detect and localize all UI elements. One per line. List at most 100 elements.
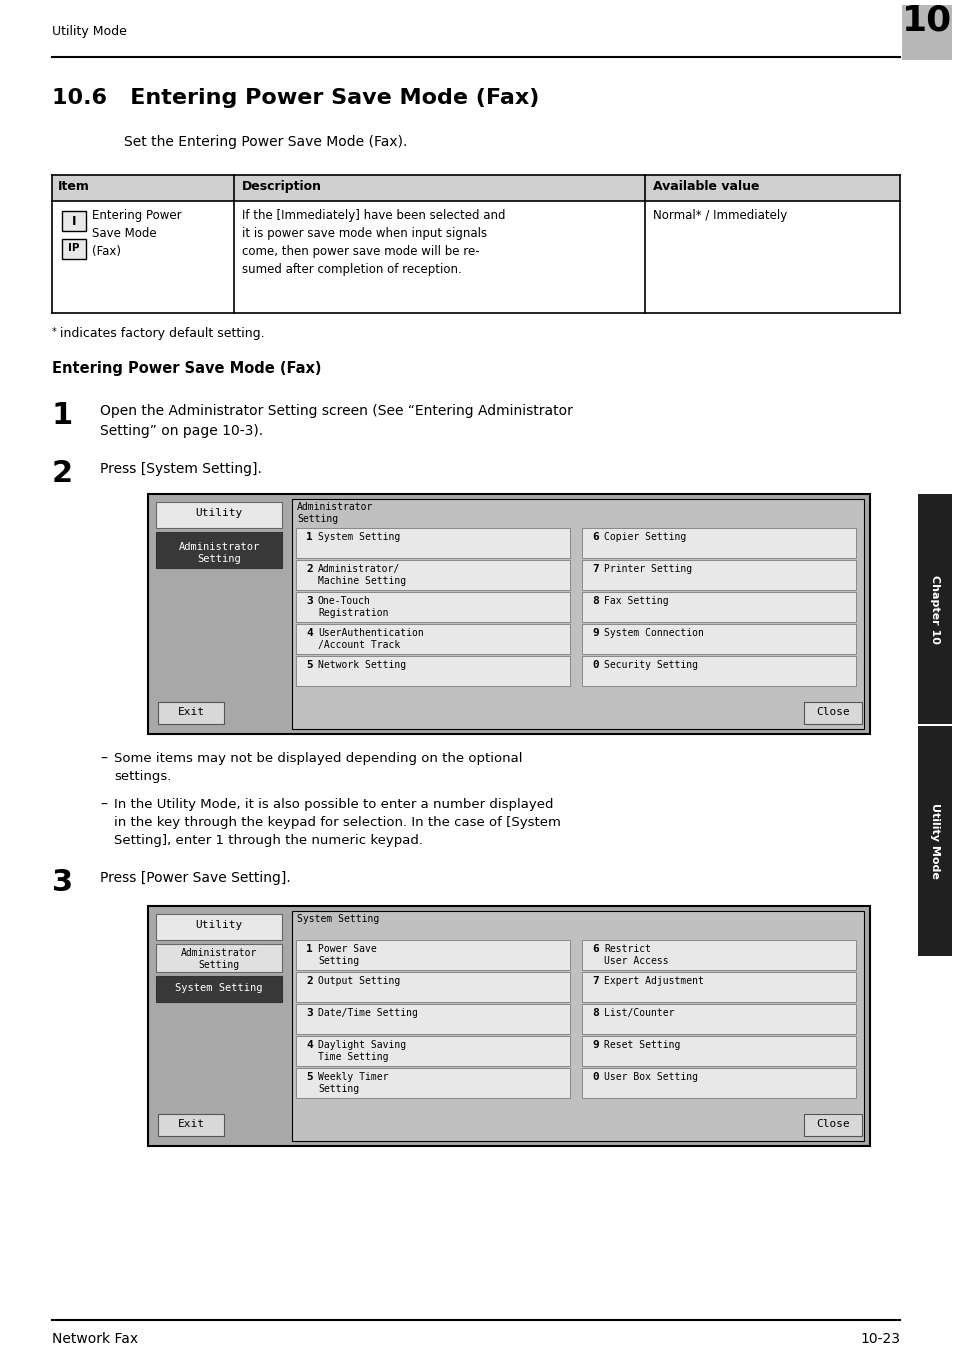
Bar	[803, 702, 862, 725]
Bar	[52, 174, 899, 201]
Text: I: I	[71, 215, 76, 228]
Text: 1: 1	[306, 531, 313, 542]
Bar	[158, 1114, 224, 1136]
Text: Utility Mode: Utility Mode	[929, 803, 939, 879]
Bar	[581, 560, 855, 589]
Text: 10: 10	[901, 4, 951, 38]
Bar	[581, 972, 855, 1002]
Text: indicates factory default setting.: indicates factory default setting.	[60, 327, 264, 339]
Bar	[295, 560, 569, 589]
Bar	[156, 944, 282, 972]
Text: Output Setting: Output Setting	[317, 976, 400, 986]
Text: 0: 0	[592, 1072, 598, 1082]
Text: 1: 1	[306, 944, 313, 955]
Bar	[581, 940, 855, 969]
Text: Reset Setting: Reset Setting	[603, 1040, 679, 1051]
Bar	[295, 592, 569, 622]
Bar	[295, 529, 569, 558]
Text: Expert Adjustment: Expert Adjustment	[603, 976, 703, 986]
Bar	[581, 529, 855, 558]
Text: Exit: Exit	[177, 1119, 204, 1129]
Bar	[581, 656, 855, 685]
Text: Daylight Saving
Time Setting: Daylight Saving Time Setting	[317, 1040, 406, 1061]
Text: Chapter 10: Chapter 10	[929, 575, 939, 644]
Text: Entering Power
Save Mode
(Fax): Entering Power Save Mode (Fax)	[91, 210, 181, 258]
Text: 5: 5	[306, 1072, 313, 1082]
Text: 5: 5	[306, 660, 313, 671]
Bar	[153, 499, 284, 729]
Text: Close: Close	[815, 707, 849, 717]
Text: 1: 1	[52, 402, 73, 430]
Text: 8: 8	[592, 1009, 598, 1018]
Text: Power Save
Setting: Power Save Setting	[317, 944, 376, 965]
Text: Network Setting: Network Setting	[317, 660, 406, 671]
Text: System Connection: System Connection	[603, 627, 703, 638]
Text: 3: 3	[306, 596, 313, 606]
Text: Utility: Utility	[195, 919, 242, 930]
Bar	[295, 972, 569, 1002]
Bar	[581, 592, 855, 622]
Text: 9: 9	[592, 1040, 598, 1051]
Text: 2: 2	[306, 976, 313, 986]
Text: Open the Administrator Setting screen (See “Entering Administrator
Setting” on p: Open the Administrator Setting screen (S…	[100, 404, 572, 438]
Bar	[153, 911, 284, 1141]
Text: Administrator
Setting: Administrator Setting	[296, 502, 373, 523]
Text: *: *	[52, 327, 56, 337]
Text: Date/Time Setting: Date/Time Setting	[317, 1009, 417, 1018]
Bar	[581, 625, 855, 654]
Text: Network Fax: Network Fax	[52, 1332, 138, 1347]
Text: Administrator
Setting: Administrator Setting	[181, 948, 257, 971]
Text: Restrict
User Access: Restrict User Access	[603, 944, 668, 965]
Text: Administrator
Setting: Administrator Setting	[178, 542, 259, 564]
Text: 7: 7	[592, 976, 598, 986]
Text: One-Touch
Registration: One-Touch Registration	[317, 596, 388, 618]
Bar	[156, 914, 282, 940]
Text: 3: 3	[52, 868, 73, 896]
Text: 6: 6	[592, 531, 598, 542]
Text: Set the Entering Power Save Mode (Fax).: Set the Entering Power Save Mode (Fax).	[124, 135, 407, 149]
Text: Normal* / Immediately: Normal* / Immediately	[652, 210, 786, 222]
Text: 2: 2	[306, 564, 313, 575]
Bar	[581, 1068, 855, 1098]
Text: 0: 0	[592, 660, 598, 671]
Bar	[156, 531, 282, 568]
Text: System Setting: System Setting	[296, 914, 379, 923]
Text: 9: 9	[592, 627, 598, 638]
Text: 6: 6	[592, 944, 598, 955]
Text: Press [System Setting].: Press [System Setting].	[100, 462, 262, 476]
Text: 2: 2	[52, 458, 73, 488]
Text: Some items may not be displayed depending on the optional
settings.: Some items may not be displayed dependin…	[113, 752, 522, 783]
Text: In the Utility Mode, it is also possible to enter a number displayed
in the key : In the Utility Mode, it is also possible…	[113, 798, 560, 846]
Text: Close: Close	[815, 1119, 849, 1129]
Bar	[295, 1005, 569, 1034]
Text: User Box Setting: User Box Setting	[603, 1072, 698, 1082]
Text: –: –	[100, 752, 107, 767]
Text: Fax Setting: Fax Setting	[603, 596, 668, 606]
Text: Press [Power Save Setting].: Press [Power Save Setting].	[100, 871, 291, 886]
Text: 4: 4	[306, 1040, 313, 1051]
Text: Entering Power Save Mode (Fax): Entering Power Save Mode (Fax)	[52, 361, 321, 376]
Text: Available value: Available value	[652, 180, 759, 193]
Bar	[917, 726, 951, 956]
Bar	[917, 493, 951, 725]
Text: 7: 7	[592, 564, 598, 575]
Text: Administrator/
Machine Setting: Administrator/ Machine Setting	[317, 564, 406, 585]
Text: Description: Description	[242, 180, 322, 193]
Bar	[156, 502, 282, 529]
Text: If the [Immediately] have been selected and
it is power save mode when input sig: If the [Immediately] have been selected …	[242, 210, 505, 276]
Text: UserAuthentication
/Account Track: UserAuthentication /Account Track	[317, 627, 423, 649]
Bar	[803, 1114, 862, 1136]
Bar	[156, 976, 282, 1002]
Text: Utility: Utility	[195, 508, 242, 518]
Bar	[62, 239, 86, 260]
Bar	[292, 499, 863, 729]
Bar	[62, 211, 86, 231]
Bar	[148, 493, 869, 734]
Bar	[581, 1005, 855, 1034]
Text: IP: IP	[69, 243, 80, 253]
Text: 3: 3	[306, 1009, 313, 1018]
Text: Copier Setting: Copier Setting	[603, 531, 685, 542]
Text: List/Counter: List/Counter	[603, 1009, 674, 1018]
Bar	[292, 911, 863, 1141]
Bar	[295, 656, 569, 685]
